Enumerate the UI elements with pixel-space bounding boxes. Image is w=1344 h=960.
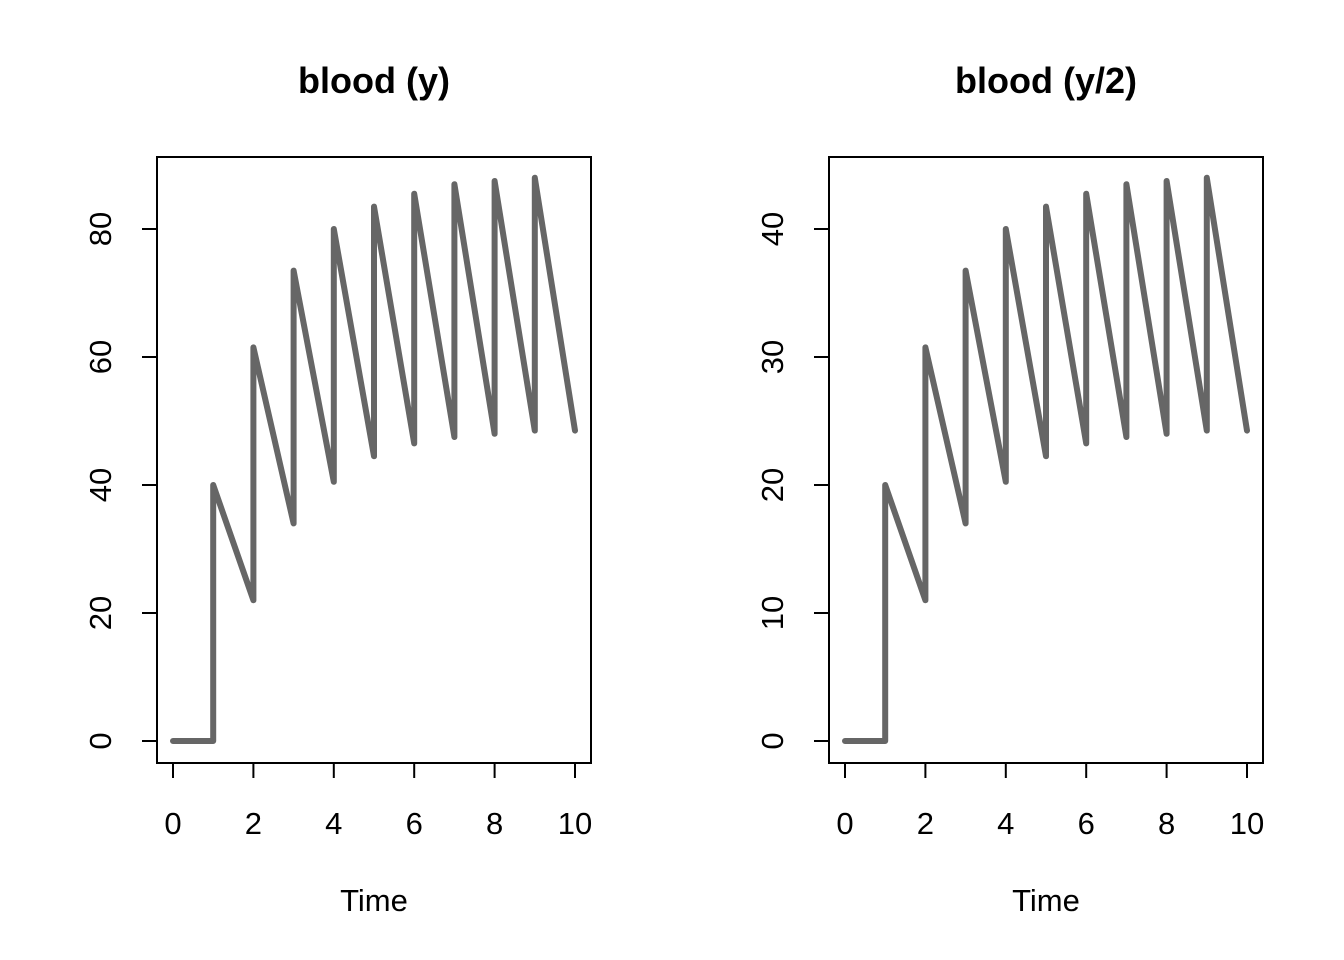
left-y-tick-label: 80 [83, 212, 118, 246]
right-y-tick-label: 10 [755, 596, 790, 630]
left-x-tick-label: 4 [325, 806, 342, 841]
left-y-tick-label: 0 [83, 732, 118, 749]
right-x-tick-label: 8 [1158, 806, 1175, 841]
left-chart-title: blood (y) [298, 60, 450, 101]
left-y-tick-label: 60 [83, 340, 118, 374]
left-y-tick-label: 40 [83, 468, 118, 502]
right-chart-panel: blood (y/2) 0 2 4 6 8 10 0 10 20 30 40 Time [755, 60, 1264, 918]
left-y-tick-label: 20 [83, 596, 118, 630]
right-series-line [842, 174, 1250, 744]
left-x-tick-label: 8 [486, 806, 503, 841]
right-x-axis-label: Time [1012, 883, 1080, 918]
left-chart-panel: blood (y) 0 2 4 6 8 10 0 20 40 60 80 Time [83, 60, 592, 918]
left-x-axis-label: Time [340, 883, 408, 918]
right-x-tick-label: 4 [997, 806, 1014, 841]
right-axis-ticks: 0 2 4 6 8 10 0 10 20 30 40 [755, 212, 1264, 841]
left-x-tick-label: 10 [558, 806, 592, 841]
right-y-tick-label: 30 [755, 340, 790, 374]
right-x-tick-label: 2 [917, 806, 934, 841]
right-x-tick-label: 6 [1078, 806, 1095, 841]
right-y-tick-label: 20 [755, 468, 790, 502]
left-x-tick-label: 0 [164, 806, 181, 841]
right-y-tick-label: 40 [755, 212, 790, 246]
left-axis-ticks: 0 2 4 6 8 10 0 20 40 60 80 [83, 212, 592, 841]
left-x-tick-label: 6 [406, 806, 423, 841]
right-y-tick-label: 0 [755, 732, 790, 749]
left-series-line [170, 174, 578, 744]
right-x-tick-label: 10 [1230, 806, 1264, 841]
left-x-tick-label: 2 [245, 806, 262, 841]
right-chart-title: blood (y/2) [955, 60, 1137, 101]
right-x-tick-label: 0 [836, 806, 853, 841]
